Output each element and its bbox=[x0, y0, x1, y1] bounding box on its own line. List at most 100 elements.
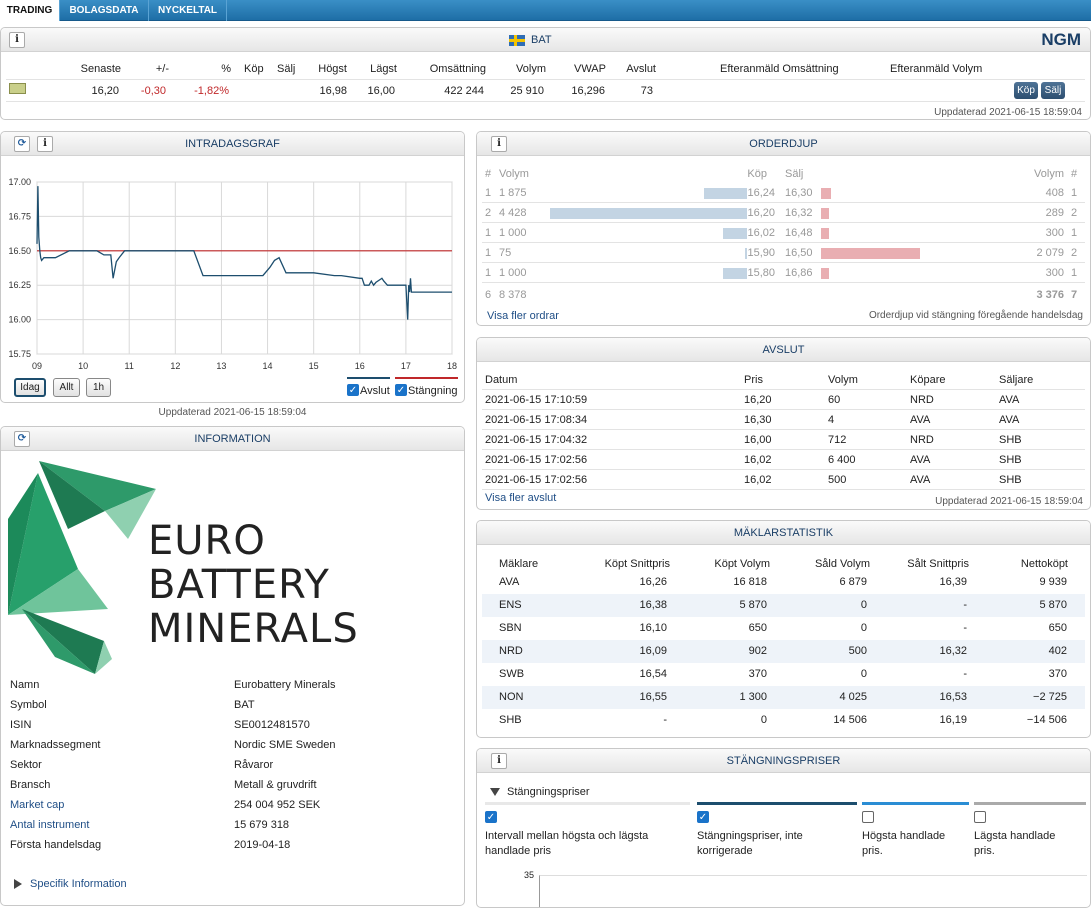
broker-nettokopt: 5 870 bbox=[1039, 599, 1067, 611]
divider bbox=[6, 79, 1085, 80]
tab-trading[interactable]: TRADING bbox=[0, 0, 60, 21]
legend-stangning-checkbox[interactable]: ✓ bbox=[395, 384, 407, 396]
od-row-volym: 1 875 bbox=[499, 187, 527, 199]
series-label: Högsta handlade pris. bbox=[862, 830, 946, 857]
legend-avslut-swatch bbox=[347, 377, 390, 379]
refresh-icon[interactable]: ⟳ bbox=[14, 431, 30, 447]
intraday-chart: 09 10 11 12 13 14 15 16 17 18 17.00 16.75 16.50 16.25… bbox=[8, 177, 457, 371]
divider bbox=[482, 449, 1085, 450]
broker-kopt-volym: 0 bbox=[760, 714, 767, 726]
value-omsattning: 422 244 bbox=[444, 85, 484, 97]
more-orders-link[interactable]: Visa fler ordrar bbox=[487, 310, 559, 322]
info-value: Metall & gruvdrift bbox=[234, 779, 317, 791]
divider bbox=[482, 389, 1085, 390]
refresh-icon[interactable]: ⟳ bbox=[14, 136, 30, 152]
broker-name: NON bbox=[499, 691, 524, 703]
info-value: Nordic SME Sweden bbox=[234, 739, 336, 751]
col-omsattning: Omsättning bbox=[429, 63, 486, 75]
avslut-panel: AVSLUT Datum Pris Volym Köpare Säljare 2… bbox=[476, 337, 1091, 510]
range-all-button[interactable]: Allt bbox=[53, 378, 80, 397]
tab-nyckeltal[interactable]: NYCKELTAL bbox=[149, 0, 227, 21]
series-checkbox[interactable] bbox=[862, 811, 874, 823]
divider bbox=[6, 101, 1085, 102]
broker-name: SBN bbox=[499, 622, 522, 634]
trade-buyer: AVA bbox=[910, 474, 931, 486]
range-today-button[interactable]: Idag bbox=[14, 378, 46, 397]
broker-sald-volym: 0 bbox=[860, 599, 867, 611]
expand-arrow-icon[interactable] bbox=[14, 879, 22, 889]
info-icon[interactable]: i bbox=[9, 32, 25, 48]
info-label[interactable]: Market cap bbox=[10, 799, 65, 811]
od-row-volym2: 408 bbox=[1045, 187, 1064, 199]
x-tick-label: 09 bbox=[32, 361, 42, 371]
table-row bbox=[482, 571, 1085, 594]
series-checkbox[interactable]: ✓ bbox=[485, 811, 497, 823]
maklar-header: MÄKLARSTATISTIK bbox=[477, 521, 1090, 545]
od-row-kop: 16,02 bbox=[747, 227, 775, 239]
information-panel: ⟳ INFORMATION EURO BATTERY MINERALS Namn… bbox=[0, 426, 465, 906]
x-tick-label: 11 bbox=[125, 361, 134, 371]
specific-info-link[interactable]: Specifik Information bbox=[30, 878, 127, 890]
info-label: Bransch bbox=[10, 779, 51, 791]
od-row-volym: 1 000 bbox=[499, 227, 527, 239]
swedish-flag-icon bbox=[509, 35, 525, 46]
info-label[interactable]: Antal instrument bbox=[10, 819, 90, 831]
x-tick-label: 13 bbox=[216, 361, 226, 371]
range-1h-button[interactable]: 1h bbox=[86, 378, 111, 397]
x-tick-label: 16 bbox=[355, 361, 365, 371]
series-label: Stängningspriser, inte korrigerade bbox=[697, 830, 803, 857]
od-row-volym2: 2 079 bbox=[1036, 247, 1064, 259]
collapse-arrow-icon[interactable] bbox=[490, 788, 500, 796]
info-icon[interactable]: i bbox=[37, 136, 53, 152]
closing-section-label[interactable]: Stängningspriser bbox=[507, 786, 590, 798]
trade-price: 16,00 bbox=[744, 434, 772, 446]
broker-salt-snittpris: - bbox=[963, 668, 967, 680]
table-row bbox=[482, 686, 1085, 709]
broker-kopt-volym: 1 300 bbox=[739, 691, 767, 703]
broker-kopt-volym: 16 818 bbox=[733, 576, 767, 588]
broker-salt-snittpris: 16,53 bbox=[939, 691, 967, 703]
trade-volume: 4 bbox=[828, 414, 835, 426]
trade-seller: AVA bbox=[999, 414, 1020, 426]
series-label: Lägsta handlade pris. bbox=[974, 830, 1056, 857]
avslut-col-pris: Pris bbox=[744, 374, 763, 386]
series-checkbox[interactable]: ✓ bbox=[697, 811, 709, 823]
series-checkbox[interactable] bbox=[974, 811, 986, 823]
broker-salt-snittpris: - bbox=[963, 599, 967, 611]
info-icon[interactable]: i bbox=[491, 136, 507, 152]
maklar-title: MÄKLARSTATISTIK bbox=[733, 527, 834, 539]
info-value: 2019-04-18 bbox=[234, 839, 291, 851]
company-logo: EURO BATTERY MINERALS bbox=[8, 459, 358, 677]
broker-kopt-volym: 650 bbox=[748, 622, 767, 634]
legend-avslut-checkbox[interactable]: ✓ bbox=[347, 384, 359, 396]
trade-price: 16,02 bbox=[744, 454, 772, 466]
value-lagst: 16,00 bbox=[367, 85, 395, 97]
y-tick-label: 17.00 bbox=[8, 177, 31, 187]
trade-date: 2021-06-15 17:02:56 bbox=[485, 474, 588, 486]
broker-salt-snittpris: - bbox=[963, 622, 967, 634]
od-row-volym2: 300 bbox=[1045, 227, 1064, 239]
more-trades-link[interactable]: Visa fler avslut bbox=[485, 492, 557, 504]
series-label: Intervall mellan högsta och lägsta handl… bbox=[485, 830, 649, 857]
intraday-header: ⟳ i INTRADAGSGRAF bbox=[1, 132, 464, 156]
closing-panel: i STÄNGNINGSPRISER Stängningspriser ✓ Int… bbox=[476, 748, 1091, 908]
tab-bolagsdata[interactable]: BOLAGSDATA bbox=[60, 0, 149, 21]
avslut-title: AVSLUT bbox=[762, 344, 805, 356]
od-row-kop: 16,24 bbox=[747, 187, 775, 199]
y-tick-label: 15.75 bbox=[8, 349, 31, 359]
broker-name: AVA bbox=[499, 576, 520, 588]
broker-salt-snittpris: 16,39 bbox=[939, 576, 967, 588]
sell-button[interactable]: Sälj bbox=[1041, 82, 1065, 99]
od-sell-bar bbox=[821, 248, 920, 259]
closing-title: STÄNGNINGSPRISER bbox=[726, 755, 841, 767]
value-hogst: 16,98 bbox=[319, 85, 347, 97]
info-label: Sektor bbox=[10, 759, 42, 771]
logo-text-euro: EURO bbox=[148, 518, 266, 564]
broker-nettokopt: 9 939 bbox=[1039, 576, 1067, 588]
od-total-n2: 7 bbox=[1071, 289, 1078, 301]
buy-button[interactable]: Köp bbox=[1014, 82, 1038, 99]
trade-date: 2021-06-15 17:10:59 bbox=[485, 394, 588, 406]
od-row-kop: 15,90 bbox=[747, 247, 775, 259]
info-icon[interactable]: i bbox=[491, 753, 507, 769]
od-col-salj: Sälj bbox=[785, 168, 804, 180]
